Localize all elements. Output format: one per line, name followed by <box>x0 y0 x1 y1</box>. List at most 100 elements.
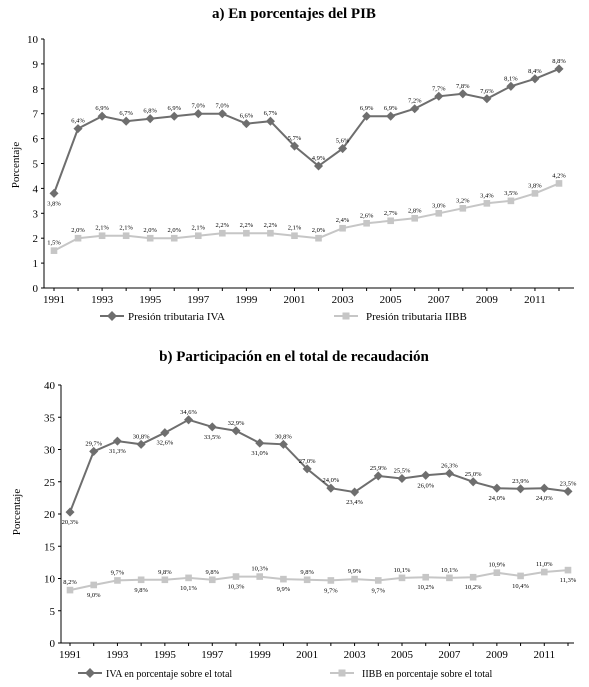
legend-b-iibb-square-icon <box>338 669 346 677</box>
data-label: 8,4% <box>528 68 542 75</box>
data-point-square <box>267 229 274 237</box>
data-label: 30,8% <box>133 433 150 440</box>
data-label: 31,0% <box>251 450 268 457</box>
data-point-diamond <box>362 111 372 121</box>
data-label: 10,4% <box>512 583 529 590</box>
data-point-diamond <box>516 484 526 494</box>
y-tick-label: 40 <box>44 380 56 392</box>
data-point-square <box>50 247 58 254</box>
data-point-diamond <box>554 64 564 74</box>
data-label: 2,0% <box>143 227 157 234</box>
data-label: 7,0% <box>216 103 230 110</box>
x-tick-label: 2001 <box>283 294 305 306</box>
y-tick-label: 6 <box>33 134 39 146</box>
data-point-diamond <box>326 483 336 493</box>
data-label: 2,1% <box>119 225 133 232</box>
data-point-square <box>161 576 169 584</box>
data-point-diamond <box>434 91 444 101</box>
data-label: 23,5% <box>560 480 577 487</box>
data-label: 3,8% <box>47 200 61 207</box>
data-point-diamond <box>444 468 454 478</box>
data-label: 6,9% <box>167 105 181 112</box>
data-point-diamond <box>350 487 360 497</box>
x-tick-label: 2011 <box>533 649 555 661</box>
data-point-square <box>280 575 287 583</box>
data-point-square <box>363 219 370 227</box>
data-point-square <box>219 229 226 237</box>
data-point-square <box>531 190 539 197</box>
legend-b-iva-label: IVA en porcentaje sobre el total <box>106 669 232 680</box>
x-tick-label: 2003 <box>344 649 367 661</box>
data-point-diamond <box>563 486 573 496</box>
data-label: 24,0% <box>536 495 553 502</box>
data-label: 6,7% <box>264 110 278 117</box>
data-point-square <box>374 577 382 584</box>
legend-a-iva-label: Presión tributaria IVA <box>128 311 225 323</box>
data-label: 10,2% <box>465 584 482 591</box>
data-label: 1,5% <box>47 240 61 247</box>
data-point-square <box>411 214 419 222</box>
chart-b-legend: IVA en porcentaje sobre el total IIBB en… <box>78 668 492 680</box>
data-label: 10,9% <box>488 562 505 569</box>
data-point-square <box>327 577 335 584</box>
legend-a-iibb-square-icon <box>342 312 350 320</box>
data-label: 2,4% <box>336 217 350 224</box>
chart-a-axes: 0 1 2 3 4 5 6 7 8 9 10 1991 1993 1995 1997 1999 2001 2003… <box>27 34 574 306</box>
data-label: 23,9% <box>512 478 529 485</box>
data-point-diamond <box>112 436 122 446</box>
x-tick-label: 1997 <box>187 294 210 306</box>
data-label: 9,8% <box>158 569 172 576</box>
x-tick-label: 1991 <box>43 294 65 306</box>
data-point-diamond <box>73 124 83 134</box>
data-label: 2,0% <box>167 227 181 234</box>
data-label: 32,6% <box>156 440 173 447</box>
data-label: 7,2% <box>408 98 422 105</box>
chart-a-title: a) En porcentajes del PIB <box>212 6 376 22</box>
data-label: 8,8% <box>552 58 566 65</box>
data-label: 6,9% <box>360 105 374 112</box>
data-point-diamond <box>397 473 407 484</box>
data-label: 4,9% <box>312 155 326 162</box>
x-tick-label: 1995 <box>139 294 162 306</box>
data-point-square <box>137 576 145 584</box>
data-point-square <box>517 572 524 580</box>
x-tick-label: 2009 <box>486 649 509 661</box>
data-point-diamond <box>255 438 265 448</box>
data-point-square <box>469 573 477 581</box>
data-point-diamond <box>145 114 155 124</box>
data-point-square <box>398 574 406 582</box>
data-label: 5,7% <box>288 135 302 142</box>
data-label: 9,7% <box>324 587 338 594</box>
data-label: 31,3% <box>109 448 126 455</box>
y-tick-label: 9 <box>33 59 39 71</box>
data-label: 2,0% <box>71 227 85 234</box>
data-point-square <box>339 224 346 232</box>
data-point-diamond <box>49 188 59 198</box>
data-label: 6,7% <box>119 110 133 117</box>
data-point-square <box>291 232 298 240</box>
data-point-square <box>422 573 430 581</box>
data-label: 6,9% <box>384 105 398 112</box>
data-label: 2,2% <box>240 222 254 229</box>
data-label: 9,9% <box>348 568 362 575</box>
data-label: 5,6% <box>336 138 350 145</box>
data-label: 4,2% <box>552 172 566 179</box>
data-point-diamond <box>302 464 312 474</box>
data-label: 2,0% <box>312 227 326 234</box>
data-label: 24,0% <box>322 477 339 484</box>
data-label: 10,1% <box>441 567 458 574</box>
chart-b-data-labels: 20,3% 29,7% 31,3% 30,8% 32,6% 34,6% 33,5% 32,9%… <box>62 409 577 599</box>
x-tick-label: 2007 <box>438 649 461 661</box>
chart-b: b) Participación en el total de recaudac… <box>11 349 577 680</box>
data-point-diamond <box>97 111 107 121</box>
data-label: 10,2% <box>417 584 434 591</box>
data-label: 29,7% <box>85 440 102 447</box>
data-label: 2,2% <box>216 222 230 229</box>
legend-b-iibb-label: IIBB en porcentaje sobre el total <box>362 669 492 680</box>
data-point-square <box>208 576 216 584</box>
y-tick-label: 5 <box>33 159 39 171</box>
y-tick-label: 35 <box>44 412 56 424</box>
data-point-diamond <box>241 119 251 129</box>
data-label: 6,6% <box>240 113 254 120</box>
series-iibb-line <box>53 182 560 252</box>
